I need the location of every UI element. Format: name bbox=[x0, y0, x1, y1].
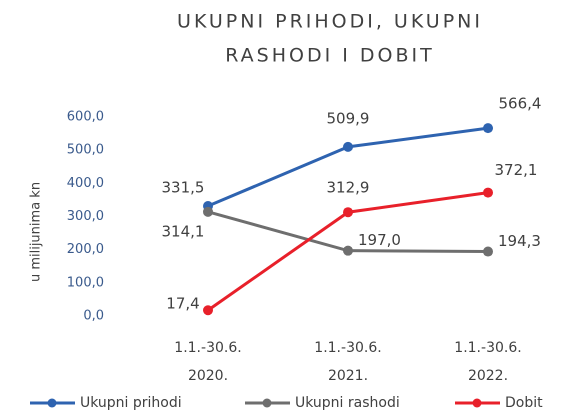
point bbox=[343, 245, 353, 256]
point bbox=[343, 141, 353, 152]
point bbox=[483, 187, 493, 198]
legend-label: Ukupni prihodi bbox=[80, 395, 182, 411]
x-tick-label: 2022. bbox=[468, 368, 508, 384]
data-label: 197,0 bbox=[358, 231, 401, 249]
y-tick-label: 600,0 bbox=[67, 110, 104, 125]
x-tick-label: 2020. bbox=[188, 368, 228, 384]
data-label: 194,3 bbox=[498, 232, 541, 250]
data-label: 566,4 bbox=[499, 95, 542, 113]
point bbox=[203, 206, 213, 217]
chart-title: UKUPNI PRIHODI, UKUPNI bbox=[177, 11, 483, 33]
y-tick-label: 500,0 bbox=[67, 143, 104, 158]
data-label: 509,9 bbox=[327, 109, 370, 127]
data-label: 17,4 bbox=[166, 295, 199, 313]
x-tick-label: 2021. bbox=[328, 368, 368, 384]
line bbox=[207, 210, 489, 254]
legend-marker bbox=[47, 398, 57, 408]
x-tick-label: 1.1.-30.6. bbox=[454, 340, 521, 356]
y-tick-label: 300,0 bbox=[67, 209, 104, 224]
legend-marker bbox=[262, 398, 272, 408]
chart-title: RASHODI I DOBIT bbox=[225, 45, 434, 67]
point bbox=[483, 123, 493, 134]
point bbox=[203, 305, 213, 316]
y-tick-label: 100,0 bbox=[67, 275, 104, 290]
y-tick-label: 0,0 bbox=[83, 309, 104, 324]
data-label: 312,9 bbox=[327, 179, 370, 197]
x-tick-label: 1.1.-30.6. bbox=[314, 340, 381, 356]
data-label: 314,1 bbox=[162, 222, 205, 240]
y-tick-label: 400,0 bbox=[67, 176, 104, 191]
x-tick-label: 1.1.-30.6. bbox=[174, 340, 241, 356]
y-axis-label: u milijunima kn bbox=[29, 182, 44, 282]
data-label: 372,1 bbox=[495, 161, 538, 179]
legend-label: Dobit bbox=[505, 395, 543, 411]
point bbox=[483, 246, 493, 257]
point bbox=[343, 207, 353, 218]
data-label: 331,5 bbox=[162, 179, 205, 197]
legend-marker bbox=[472, 398, 482, 408]
legend-label: Ukupni rashodi bbox=[295, 395, 400, 411]
y-tick-label: 200,0 bbox=[67, 242, 104, 257]
